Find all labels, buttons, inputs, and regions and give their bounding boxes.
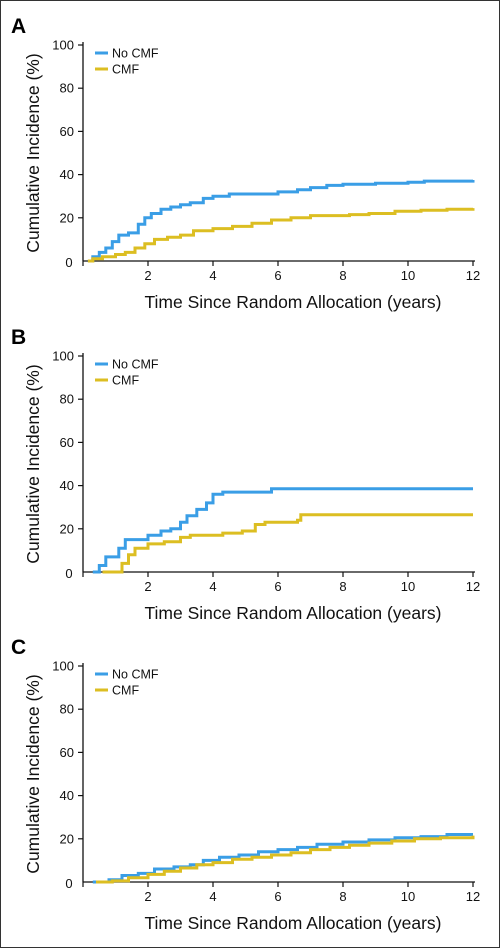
- y-axis-label: Cumulative Incidence (%): [23, 674, 43, 873]
- x-tick-label: 10: [401, 268, 415, 283]
- y-axis-label: Cumulative Incidence (%): [23, 364, 43, 563]
- y-tick-label: 80: [60, 392, 74, 407]
- x-tick-label: 6: [274, 889, 281, 904]
- panel-letter: A: [11, 15, 26, 38]
- x-tick-label: 2: [144, 889, 151, 904]
- chart-svg: B 20 40 60 80 100 0 2 4 6 8 10 12 Time Since Random A…: [11, 326, 480, 623]
- x-tick-label: 10: [401, 579, 415, 594]
- x-axis-label: Time Since Random Allocation (years): [145, 603, 442, 623]
- x-tick-label: 4: [209, 579, 216, 594]
- chart-svg: C 20 40 60 80 100 0 2 4 6 8 10 12 Time Since Random A…: [11, 636, 480, 933]
- y-tick-label: 60: [60, 435, 74, 450]
- x-tick-label: 12: [466, 268, 480, 283]
- y-tick-label: 100: [52, 38, 74, 53]
- x-tick-label: 6: [274, 268, 281, 283]
- panel-letter: B: [11, 326, 26, 349]
- x-tick-label: 6: [274, 579, 281, 594]
- series-line-cmf: [96, 835, 475, 884]
- legend-label: No CMF: [112, 668, 159, 682]
- legend-label: CMF: [112, 684, 139, 698]
- y-tick-label: 20: [60, 831, 74, 846]
- series-line-no-cmf: [87, 179, 475, 263]
- x-tick-label: 0: [65, 876, 72, 891]
- x-tick-label: 10: [401, 889, 415, 904]
- x-tick-label: 4: [209, 268, 216, 283]
- x-tick-label: 12: [466, 889, 480, 904]
- y-axis-label: Cumulative Incidence (%): [23, 53, 43, 252]
- y-tick-label: 40: [60, 167, 74, 182]
- series-line-cmf: [87, 207, 475, 263]
- x-tick-label: 2: [144, 268, 151, 283]
- chart-svg: A 20 40 60 80 100 0 2 4 6 8 10 12 Time Since Random A…: [11, 15, 480, 312]
- legend-label: No CMF: [112, 358, 159, 372]
- panel-a: A 20 40 60 80 100 0 2 4 6 8 10 12 Time Since Random A…: [1, 3, 499, 313]
- panel-b: B 20 40 60 80 100 0 2 4 6 8 10 12 Time Since Random A…: [1, 314, 499, 624]
- x-tick-label: 8: [339, 268, 346, 283]
- y-tick-label: 100: [52, 659, 74, 674]
- y-tick-label: 60: [60, 124, 74, 139]
- legend-label: CMF: [112, 63, 139, 77]
- y-tick-label: 40: [60, 478, 74, 493]
- y-tick-label: 40: [60, 788, 74, 803]
- x-tick-label: 0: [65, 566, 72, 581]
- panel-letter: C: [11, 636, 26, 659]
- x-axis-label: Time Since Random Allocation (years): [145, 913, 442, 933]
- x-axis-label: Time Since Random Allocation (years): [145, 292, 442, 312]
- x-tick-label: 0: [65, 255, 72, 270]
- series-line-no-cmf: [92, 487, 473, 574]
- x-tick-label: 4: [209, 889, 216, 904]
- legend-label: CMF: [112, 374, 139, 388]
- series-line-cmf: [102, 513, 473, 574]
- y-tick-label: 20: [60, 210, 74, 225]
- y-tick-label: 100: [52, 349, 74, 364]
- y-tick-label: 80: [60, 702, 74, 717]
- x-tick-label: 8: [339, 579, 346, 594]
- panel-c: C 20 40 60 80 100 0 2 4 6 8 10 12 Time Since Random A…: [1, 624, 499, 934]
- x-tick-label: 2: [144, 579, 151, 594]
- y-tick-label: 80: [60, 81, 74, 96]
- x-tick-label: 12: [466, 579, 480, 594]
- x-tick-label: 8: [339, 889, 346, 904]
- y-tick-label: 60: [60, 745, 74, 760]
- legend-label: No CMF: [112, 47, 159, 61]
- y-tick-label: 20: [60, 521, 74, 536]
